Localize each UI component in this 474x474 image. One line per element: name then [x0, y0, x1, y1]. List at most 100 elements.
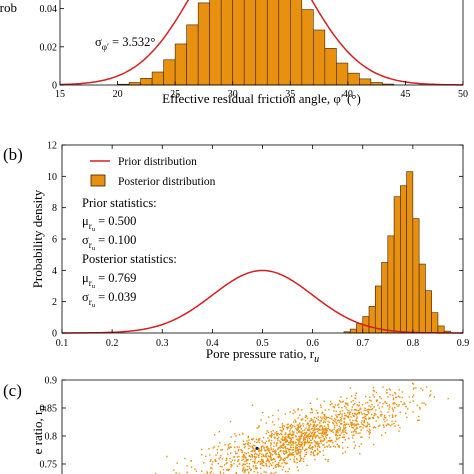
- panel-c-point: [277, 464, 279, 466]
- panel-c-point: [254, 440, 256, 443]
- panel-c-point: [296, 432, 298, 434]
- panel-c-point: [297, 449, 299, 452]
- panel-c-point: [333, 424, 336, 426]
- panel-c-point: [309, 402, 312, 404]
- panel-c-point: [248, 455, 250, 457]
- panel-c-point: [190, 460, 192, 462]
- panel-c-point: [303, 449, 306, 452]
- panel-c-point: [289, 425, 291, 427]
- panel-c-point: [236, 446, 238, 448]
- panel-c-point: [274, 449, 277, 452]
- panel-c-point: [313, 454, 315, 456]
- panel-c-point: [359, 426, 361, 428]
- panel-c-point: [261, 462, 263, 464]
- legend-prior-label: Prior distribution: [118, 156, 197, 168]
- panel-c-point: [254, 450, 257, 452]
- panel-c-point: [409, 401, 411, 404]
- panel-c-point: [395, 396, 397, 399]
- panel-c-point: [298, 430, 301, 432]
- panel-c-point: [366, 414, 369, 416]
- panel-c-point: [282, 466, 285, 468]
- panel-a-friction-angle: 15 20 25 30 35 40 45 50 0 0.02 0.04 Prob σφ′ = 3.5…: [0, 0, 468, 106]
- panel-b-bar-1: [349, 328, 357, 334]
- panel-b-statistics: Prior statistics: μru = 0.500 σru = 0.10…: [82, 196, 177, 309]
- panel-c-point: [307, 441, 309, 444]
- panel-c-point: [289, 428, 292, 430]
- panel-c-point: [323, 439, 325, 441]
- panel-c-point: [366, 409, 369, 411]
- panel-c-point: [262, 441, 264, 444]
- panel-c-point: [340, 423, 343, 425]
- panel-b-bar-7: [387, 235, 395, 334]
- panel-c-point: [246, 465, 248, 468]
- panel-c-point: [350, 425, 353, 427]
- panel-c-point: [342, 400, 344, 403]
- panel-c-point: [349, 413, 351, 416]
- panel-c-point: [337, 430, 339, 432]
- panel-c-point: [298, 443, 300, 445]
- panel-c-point: [388, 406, 391, 408]
- panel-c-point: [296, 453, 298, 455]
- panel-c-point: [323, 431, 325, 434]
- panel-c-point: [314, 417, 316, 419]
- panel-c-point: [261, 445, 263, 448]
- panel-a-histogram: [117, 0, 395, 86]
- panel-c-point: [369, 425, 371, 427]
- panel-c-point: [268, 439, 271, 441]
- panel-c-point: [308, 424, 310, 427]
- panel-c-point: [287, 433, 289, 436]
- panel-c-point: [417, 419, 419, 422]
- panel-c-point: [224, 443, 226, 446]
- panel-b-ticks: 0.1 0.2 0.3 0.4 0.5 0.6 0.7 0.8 0.9 0 2 4 6 8 10 12: [47, 141, 469, 350]
- panel-c-point: [313, 429, 315, 431]
- panel-c-point: [304, 416, 306, 418]
- panel-c-point: [312, 425, 314, 427]
- panel-c-point: [252, 465, 255, 467]
- panel-c-point: [364, 415, 366, 418]
- panel-c-point: [222, 472, 225, 474]
- panel-c-point: [255, 438, 258, 441]
- panel-c-point: [254, 456, 256, 458]
- panel-c-point: [294, 425, 296, 428]
- panel-c-point: [227, 446, 230, 448]
- panel-c-point: [387, 396, 389, 398]
- panel-c-point: [266, 447, 268, 449]
- panel-c-point: [201, 454, 203, 456]
- panel-c-point: [425, 403, 427, 406]
- panel-c-point: [352, 423, 355, 425]
- panel-c-point: [353, 409, 356, 411]
- panel-c-point: [343, 436, 345, 438]
- panel-c-point: [262, 455, 265, 457]
- panel-c-point: [373, 406, 375, 408]
- panel-c-point: [378, 407, 380, 409]
- panel-a-bar-10: [232, 0, 245, 86]
- panel-c-point: [405, 405, 407, 408]
- panel-c-point: [395, 414, 397, 416]
- panel-c-point: [373, 396, 375, 398]
- panel-c-point: [209, 454, 211, 456]
- panel-c-point: [258, 456, 260, 458]
- panel-c-point: [433, 396, 435, 398]
- panel-c-point: [290, 427, 293, 429]
- panel-c-point: [343, 423, 345, 426]
- panel-c-point: [316, 454, 319, 456]
- panel-c-point: [320, 442, 322, 444]
- panel-c-point: [296, 429, 298, 431]
- panel-c-point: [334, 440, 337, 443]
- panel-c-point: [366, 421, 369, 424]
- panel-c-point: [346, 432, 348, 435]
- panel-c-point: [225, 459, 227, 462]
- panel-c-point: [311, 442, 313, 444]
- panel-c-point: [352, 431, 355, 433]
- panel-c-point: [350, 416, 352, 418]
- panel-c-point: [246, 440, 248, 442]
- panel-b-y-axis-label: Probability density: [30, 189, 45, 288]
- panel-c-point: [412, 388, 415, 390]
- panel-c-point: [392, 408, 394, 411]
- panel-c-point: [266, 449, 269, 451]
- panel-c-point: [245, 453, 247, 455]
- panel-c-point: [285, 456, 288, 459]
- panel-c-point: [219, 456, 222, 459]
- panel-c-point: [231, 459, 234, 461]
- panel-c-point: [227, 448, 229, 450]
